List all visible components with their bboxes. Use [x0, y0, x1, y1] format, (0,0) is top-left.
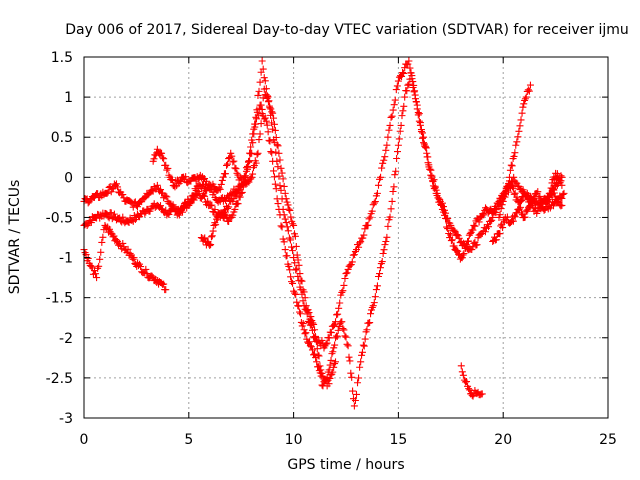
y-tick-label: 0 [64, 170, 73, 186]
y-tick-label: -0.5 [46, 210, 73, 226]
x-tick-label: 5 [184, 432, 193, 448]
y-tick-label: -1 [59, 251, 73, 267]
x-tick-label: 20 [494, 432, 512, 448]
y-tick-label: 1 [64, 90, 73, 106]
sdtvar-chart: Day 006 of 2017, Sidereal Day-to-day VTE… [0, 0, 640, 480]
y-tick-label: 0.5 [51, 130, 73, 146]
y-tick-label: -1.5 [46, 291, 73, 307]
y-tick-label: -2 [59, 331, 73, 347]
x-tick-label: 25 [599, 432, 617, 448]
y-axis-label: SDTVAR / TECUs [7, 180, 23, 295]
y-tick-label: -2.5 [46, 371, 73, 387]
y-tick-label: 1.5 [51, 50, 73, 66]
x-tick-label: 15 [389, 432, 407, 448]
x-tick-label: 0 [80, 432, 89, 448]
x-tick-label: 10 [285, 432, 303, 448]
chart-background [0, 0, 640, 480]
chart-title: Day 006 of 2017, Sidereal Day-to-day VTE… [65, 22, 629, 38]
y-tick-label: -3 [59, 411, 73, 427]
x-axis-label: GPS time / hours [287, 457, 404, 473]
